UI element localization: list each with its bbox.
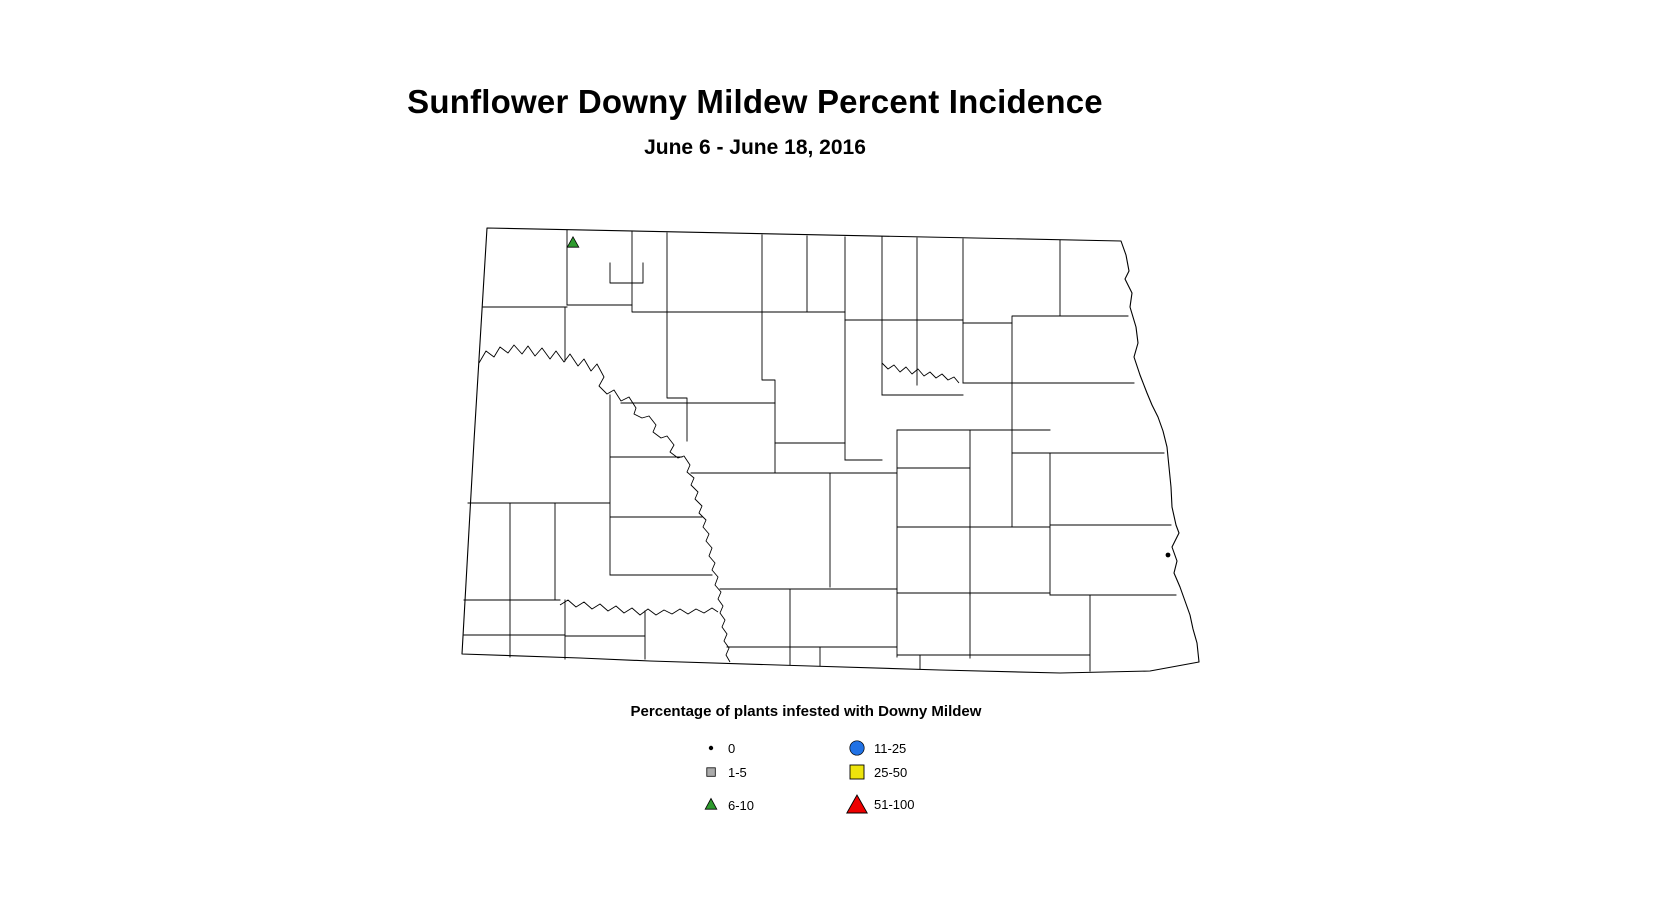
legend-item-6-10: 6-10: [699, 793, 754, 817]
legend-item-1-5: 1-5: [699, 760, 747, 784]
map-markers: [566, 235, 1171, 558]
nd-county-map: [450, 215, 1210, 675]
yellow-square-icon: [849, 764, 865, 780]
legend-item-51-100: 51-100: [845, 792, 914, 816]
county-lines: [463, 229, 1177, 672]
page-title: Sunflower Downy Mildew Percent Incidence: [407, 83, 1103, 120]
map-svg: [461, 227, 1200, 674]
legend-item-25-50: 25-50: [845, 760, 907, 784]
legend-item-label: 25-50: [874, 764, 908, 780]
blue-circle-icon: [849, 740, 865, 756]
green-triangle-marker: [566, 235, 580, 248]
legend-item-label: 6-10: [728, 797, 755, 813]
legend-title: Percentage of plants infested with Downy…: [630, 703, 982, 720]
page-subtitle: June 6 - June 18, 2016: [644, 136, 866, 159]
black-dot-marker: [1165, 552, 1171, 558]
missouri-river-line: [478, 344, 731, 663]
green-triangle-icon: [704, 797, 718, 810]
devils-lake-line: [881, 362, 960, 384]
legend-item-label: 1-5: [728, 764, 747, 780]
legend-item-label: 0: [728, 740, 736, 756]
river-lines: [478, 344, 960, 663]
legend-item-0: 0: [699, 736, 735, 760]
legend-item-11-25: 11-25: [845, 736, 906, 760]
dot-icon: [708, 745, 714, 751]
red-triangle-icon: [846, 794, 868, 814]
state-outline: [461, 227, 1200, 674]
legend-item-label: 11-25: [874, 740, 907, 756]
legend-item-label: 51-100: [874, 796, 915, 812]
cannonball-river-line: [559, 599, 719, 616]
gray-square-icon: [706, 767, 716, 777]
